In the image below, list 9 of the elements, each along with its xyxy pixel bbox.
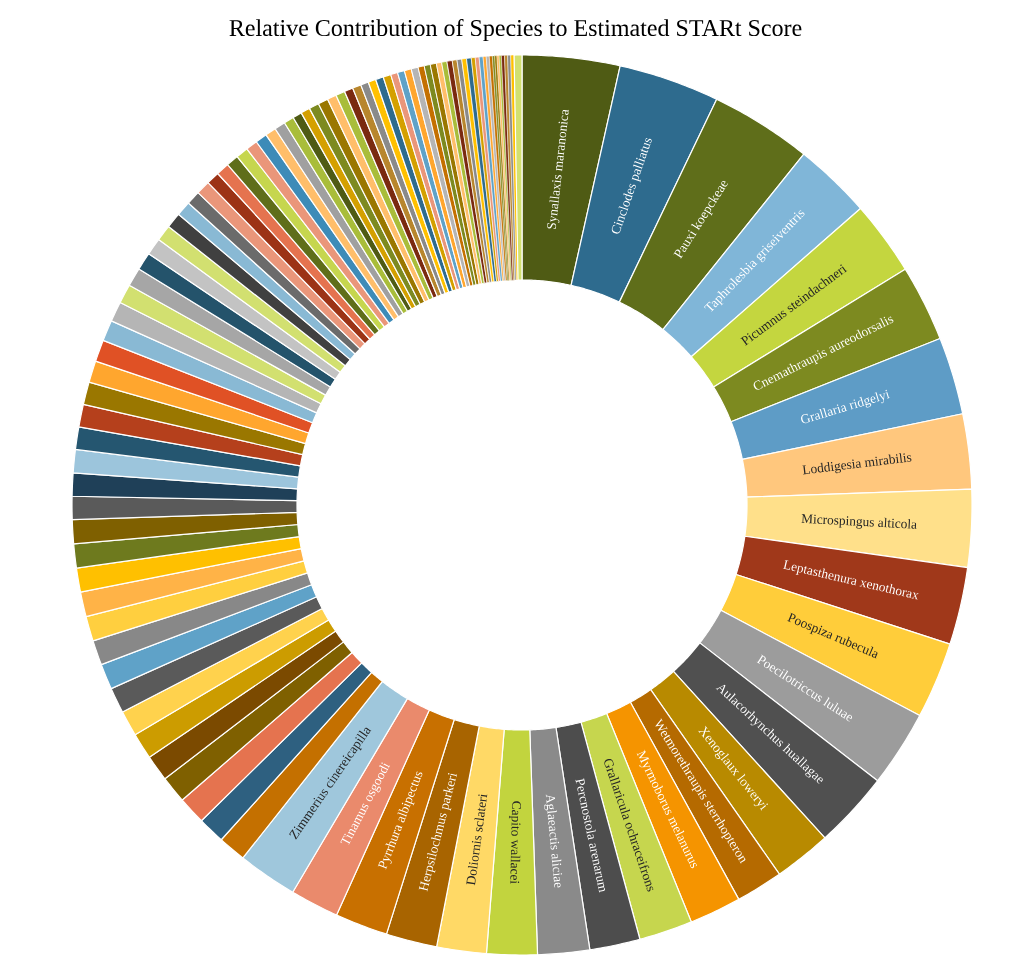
chart-title: Relative Contribution of Species to Estimated STARt Score xyxy=(229,18,802,41)
slice-label: Grallaria ridgelyi xyxy=(801,389,891,424)
slice-label: Loddigesia mirabilis xyxy=(802,453,912,475)
slice-label: Microspingus alticola xyxy=(801,514,917,529)
slice-label: Capito wallacei xyxy=(508,801,521,884)
slice-label: Doliornis sclateri xyxy=(466,794,488,886)
slice-label: Aglaeactis aliciae xyxy=(544,794,563,888)
slice-label: Synallaxis maranonica xyxy=(547,109,569,230)
slice-label: Percnostola arenarum xyxy=(575,778,605,893)
